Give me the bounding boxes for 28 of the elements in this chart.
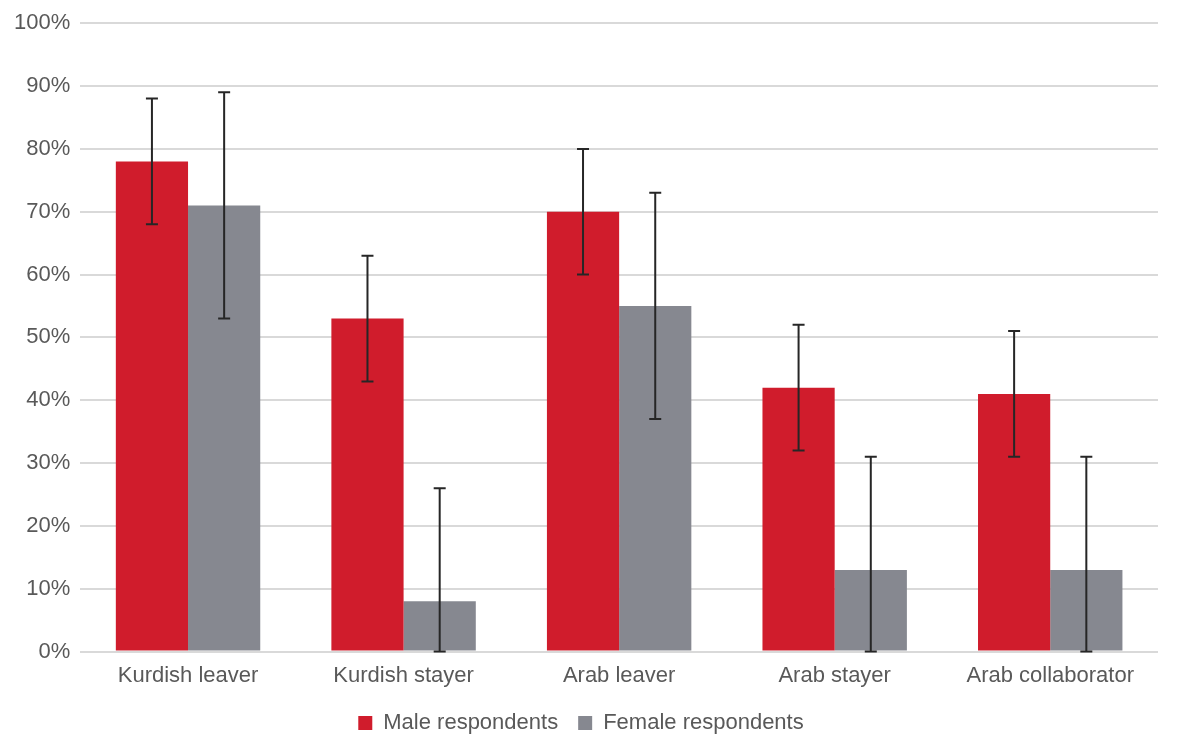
x-tick-label: Arab stayer — [778, 661, 891, 687]
bar — [188, 205, 261, 651]
y-tick-label: 30% — [26, 449, 71, 475]
bar — [1050, 569, 1123, 651]
x-tick-label: Arab collaborator — [966, 661, 1134, 687]
y-tick-label: 80% — [26, 134, 71, 160]
y-tick-label: 50% — [26, 323, 71, 349]
legend-label: Male respondents — [383, 709, 559, 735]
x-tick-label: Arab leaver — [562, 661, 676, 687]
x-tick-label: Kurdish leaver — [117, 661, 259, 687]
bar — [331, 318, 404, 651]
y-tick-label: 100% — [13, 9, 71, 35]
bar — [834, 569, 907, 651]
y-tick-label: 90% — [26, 72, 71, 98]
y-tick-label: 70% — [26, 197, 71, 223]
bar — [546, 211, 620, 651]
bar — [762, 387, 835, 651]
bar — [619, 305, 692, 651]
y-tick-label: 0% — [38, 637, 71, 663]
x-tick-label: Kurdish stayer — [333, 661, 474, 687]
y-tick-label: 10% — [26, 574, 71, 600]
y-tick-label: 60% — [26, 260, 71, 286]
bar — [978, 393, 1051, 651]
y-tick-label: 40% — [26, 386, 71, 412]
bar — [115, 161, 189, 651]
y-tick-label: 20% — [26, 511, 71, 537]
legend-label: Female respondents — [603, 709, 804, 735]
bar — [403, 601, 476, 651]
